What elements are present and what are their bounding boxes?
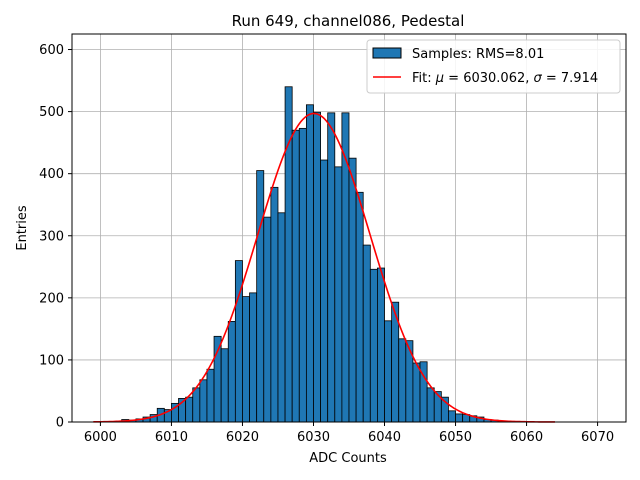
histogram-bar xyxy=(185,396,194,423)
histogram-bar xyxy=(348,157,357,423)
histogram-bar xyxy=(305,104,314,423)
histogram-bar xyxy=(320,159,329,423)
histogram-bar xyxy=(220,348,229,423)
histogram-bar xyxy=(355,191,364,423)
y-axis-title: Entries xyxy=(15,205,30,251)
legend-label-fit: Fit: μ = 6030.062, σ = 7.914 xyxy=(412,71,598,86)
histogram-bar xyxy=(327,112,336,423)
y-tick-label: 400 xyxy=(39,167,64,182)
x-tick-label: 6010 xyxy=(155,430,188,445)
x-tick-label: 6060 xyxy=(510,430,543,445)
histogram-bar xyxy=(334,166,343,423)
x-tick-label: 6000 xyxy=(84,430,117,445)
histogram-bar xyxy=(234,260,243,423)
chart-title: Run 649, channel086, Pedestal xyxy=(232,12,465,30)
legend-box xyxy=(366,39,621,94)
plot-frame xyxy=(71,33,627,423)
x-tick-label: 6040 xyxy=(368,430,401,445)
y-tick-label: 600 xyxy=(39,43,64,58)
histogram-bar xyxy=(206,368,215,423)
legend-swatch-samples xyxy=(372,47,402,59)
legend: Samples: RMS=8.01 Fit: μ = 6030.062, σ =… xyxy=(366,39,621,94)
histogram-bar xyxy=(277,212,286,423)
x-axis: 6000 6010 6020 6030 6040 6050 6060 6070 xyxy=(84,422,614,445)
histogram-bar xyxy=(249,292,258,423)
histogram-bar xyxy=(398,338,407,423)
histogram-bar xyxy=(369,268,378,423)
y-tick-label: 0 xyxy=(56,416,64,431)
histogram-bar xyxy=(426,387,435,423)
histogram-bar xyxy=(412,362,421,423)
histogram-bar xyxy=(298,127,307,423)
histogram-bar xyxy=(199,379,208,423)
histogram-bar xyxy=(270,186,279,423)
y-tick-label: 300 xyxy=(39,229,64,244)
histogram-bar xyxy=(192,387,201,423)
x-tick-label: 6070 xyxy=(581,430,614,445)
histogram-bar xyxy=(384,320,393,423)
y-tick-label: 100 xyxy=(39,353,64,368)
histogram-bar xyxy=(448,410,456,423)
histogram-bar xyxy=(377,267,385,423)
histogram-bar xyxy=(263,216,272,423)
x-tick-label: 6030 xyxy=(297,430,330,445)
histogram-bar xyxy=(227,321,236,423)
histogram-bar xyxy=(313,111,321,423)
histogram-bar xyxy=(362,244,371,423)
y-axis: 0 100 200 300 400 500 600 xyxy=(39,43,72,431)
x-tick-label: 6050 xyxy=(439,430,472,445)
histogram-bar xyxy=(291,129,300,423)
x-tick-label: 6020 xyxy=(226,430,259,445)
y-tick-label: 200 xyxy=(39,291,64,306)
x-axis-title: ADC Counts xyxy=(309,451,387,466)
legend-label-samples: Samples: RMS=8.01 xyxy=(412,47,544,62)
y-tick-label: 500 xyxy=(39,105,64,120)
histogram-bar xyxy=(256,170,265,423)
histogram-bar xyxy=(433,391,442,423)
fit-curve xyxy=(93,112,555,423)
histogram-bar xyxy=(455,413,464,423)
histogram-bar xyxy=(242,296,250,423)
